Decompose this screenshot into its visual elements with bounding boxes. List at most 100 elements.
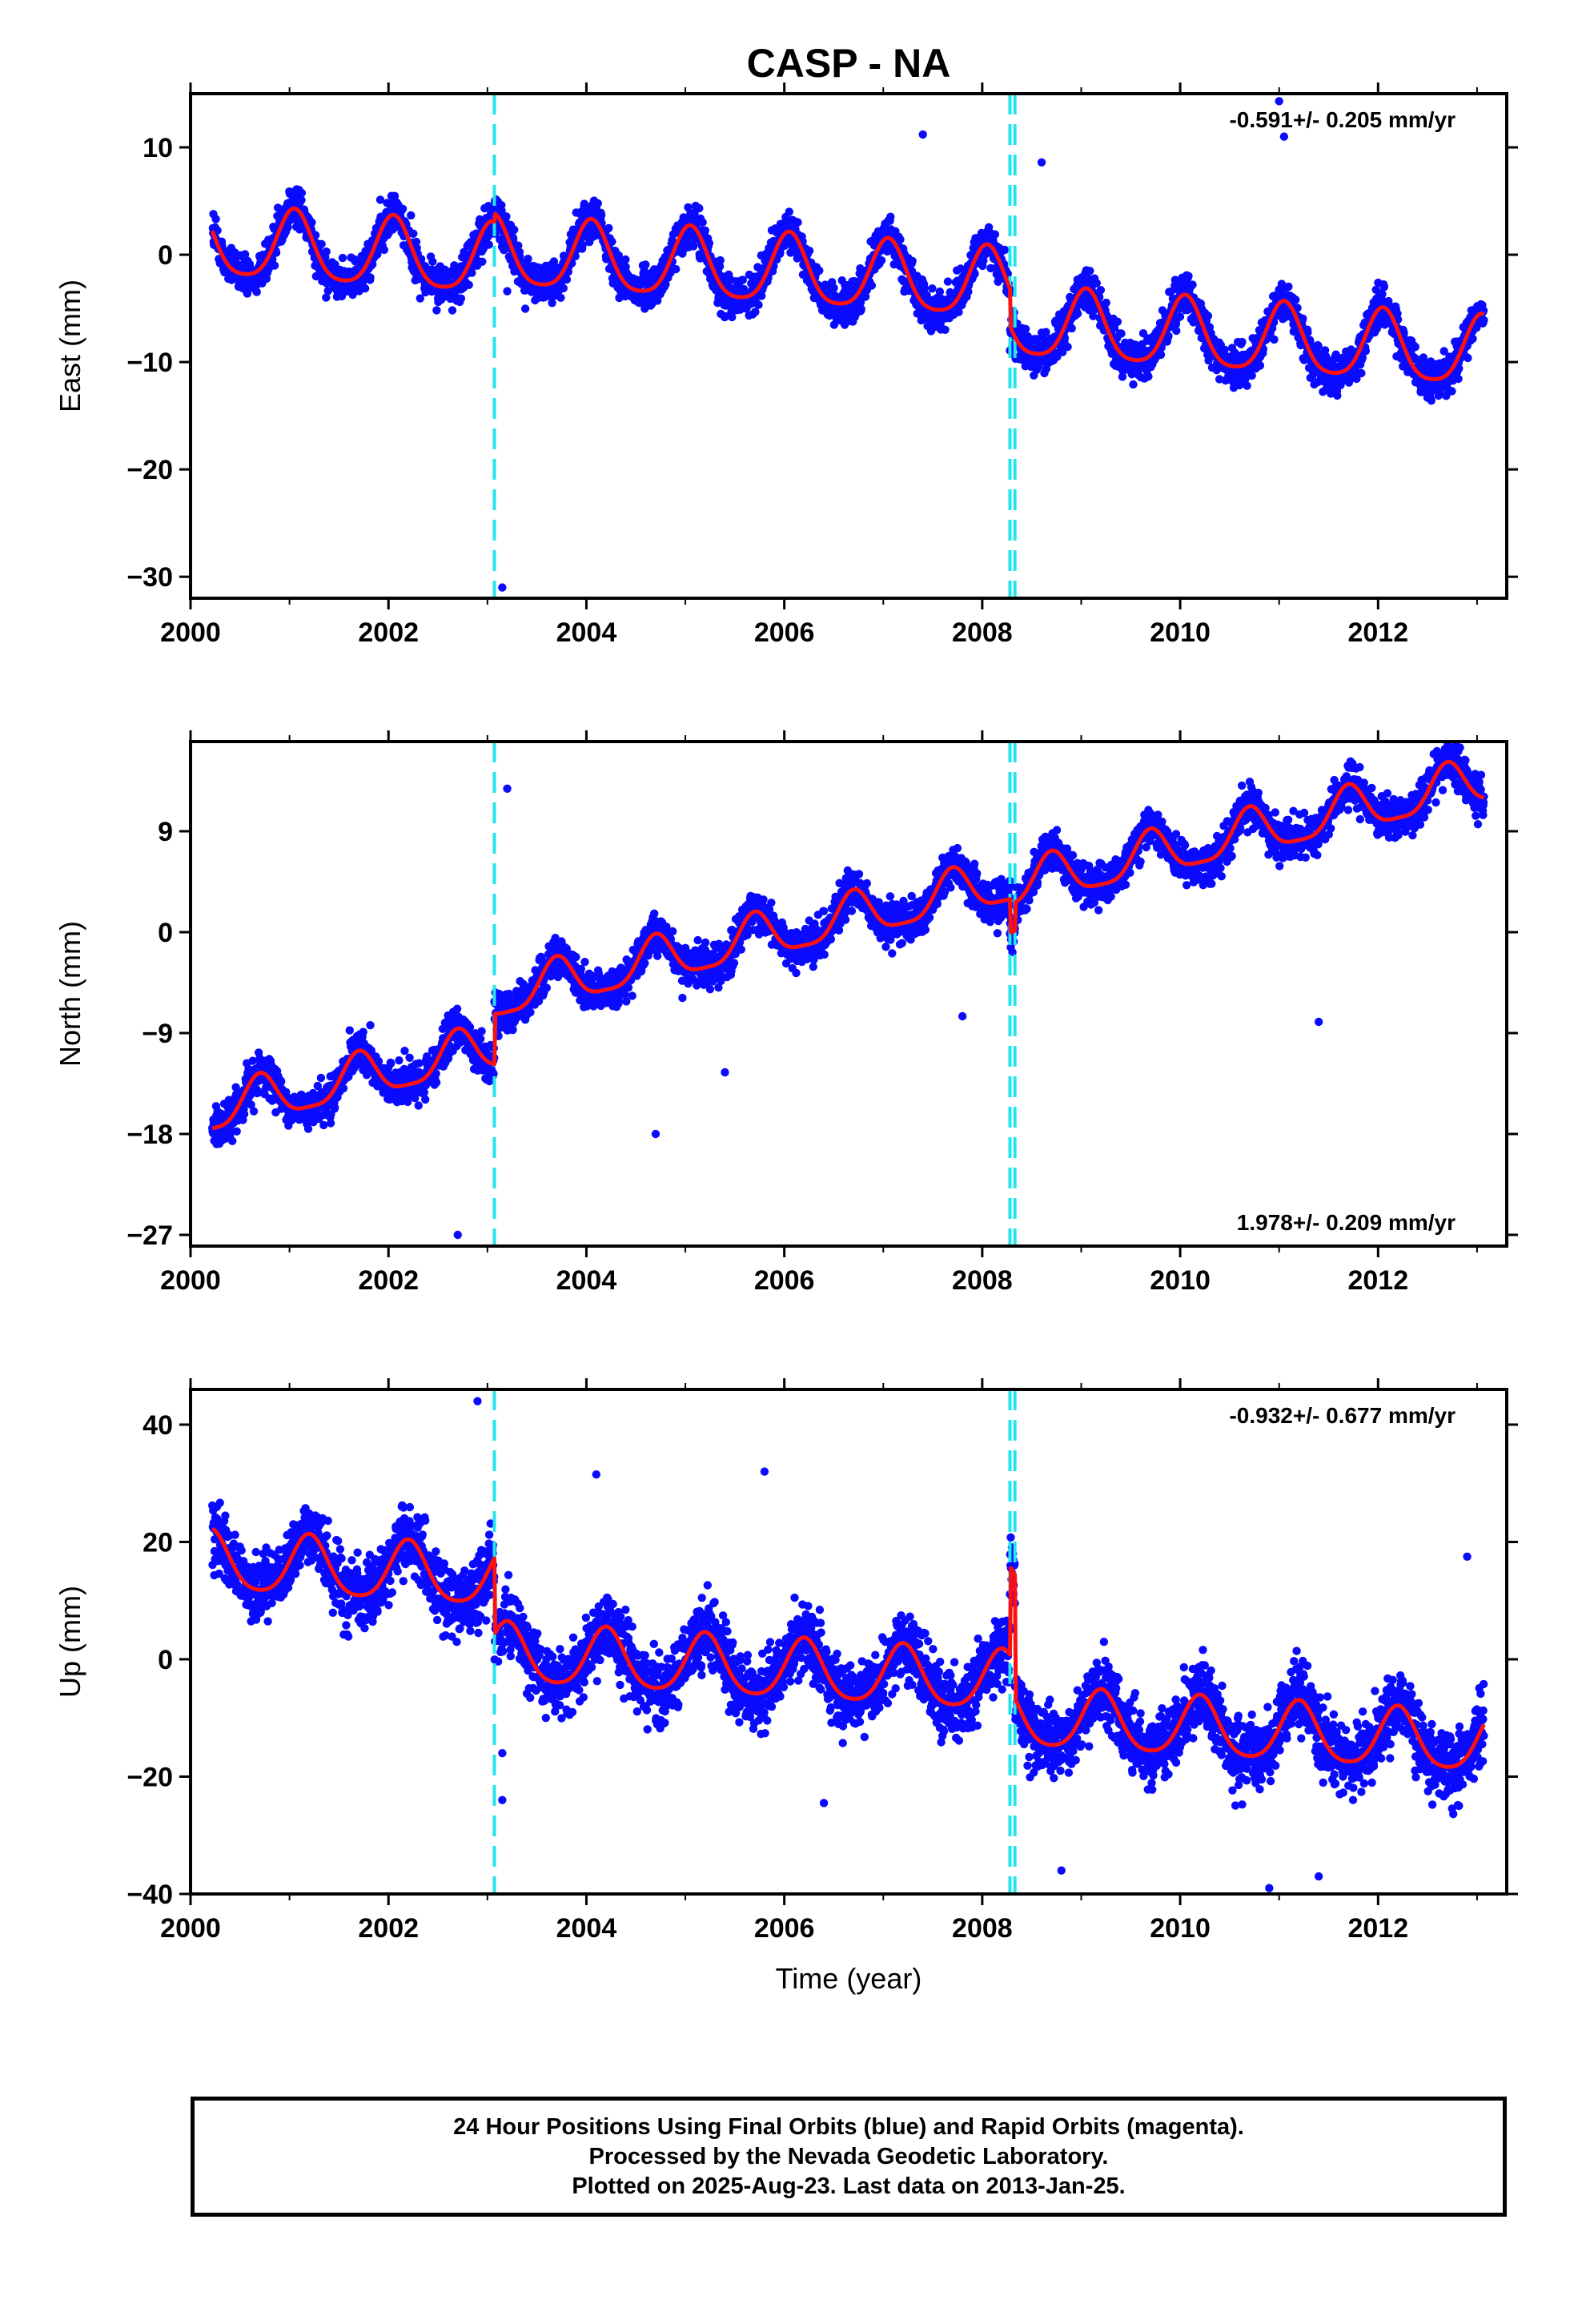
data-point (213, 226, 222, 235)
data-point (252, 287, 261, 296)
data-point (428, 257, 437, 266)
data-point (728, 312, 737, 322)
data-point (297, 195, 306, 205)
data-point (322, 293, 331, 302)
data-point (1480, 316, 1488, 324)
data-point-outlier (1279, 132, 1289, 141)
data-point (578, 240, 587, 250)
data-point (1203, 312, 1213, 320)
data-point (375, 195, 385, 204)
data-point (1021, 324, 1030, 333)
data-point (1092, 279, 1102, 287)
y-tick-label: 0 (158, 240, 173, 271)
data-point (322, 247, 331, 256)
data-point (776, 247, 785, 256)
data-point (502, 212, 511, 221)
data-point (1000, 245, 1010, 255)
data-point (556, 293, 565, 302)
data-point (307, 218, 316, 227)
data-point (559, 283, 568, 293)
data-point (597, 211, 606, 219)
data-point (468, 268, 476, 277)
data-point (249, 1107, 259, 1116)
data-point (368, 259, 377, 269)
data-point (478, 257, 487, 266)
data-point (805, 247, 814, 255)
data-point (432, 306, 441, 315)
data-point (1175, 312, 1185, 321)
panel-east: 2000 2002 2004 2006 2008 2010 2012100−10−20−30… (54, 82, 1518, 648)
data-point (1427, 396, 1436, 405)
x-tick-label: 2012 (1347, 617, 1408, 648)
data-point-outlier (1037, 158, 1046, 167)
x-tick-label: 2004 (556, 617, 617, 648)
plot-area-east (208, 94, 1488, 598)
data-point (990, 230, 1000, 239)
data-point (1247, 371, 1256, 380)
data-point (339, 1084, 348, 1093)
data-point (757, 292, 766, 300)
data-point (211, 215, 220, 223)
data-point (1129, 380, 1138, 389)
y-tick-label: −30 (126, 562, 173, 593)
x-tick-label: 2006 (754, 617, 815, 648)
data-point (641, 260, 650, 269)
data-point (1454, 374, 1463, 384)
daily-positions-north (208, 742, 1488, 1240)
data-point (412, 237, 421, 247)
data-point (456, 294, 466, 303)
data-point (815, 266, 824, 275)
data-point (943, 277, 953, 286)
data-point (497, 206, 506, 215)
data-point (270, 261, 279, 270)
data-point (326, 1119, 335, 1128)
data-point-outlier (918, 130, 927, 139)
data-point (398, 204, 408, 213)
data-point-outlier (1275, 97, 1283, 106)
y-axis-title: East (mm) (54, 279, 86, 412)
data-point (1270, 335, 1279, 344)
data-point-outlier (503, 287, 512, 296)
data-point (1357, 368, 1366, 378)
data-point (277, 1077, 286, 1086)
data-point (571, 251, 580, 261)
data-point (701, 226, 709, 235)
data-point (672, 264, 681, 274)
data-point (593, 199, 602, 208)
data-point (886, 212, 895, 221)
daily-positions-east (208, 97, 1488, 592)
data-point (484, 240, 493, 249)
data-point (1102, 298, 1110, 308)
data-point (1379, 283, 1389, 292)
data-point (1184, 271, 1193, 280)
data-point (510, 225, 519, 235)
data-point (379, 245, 388, 255)
data-point (1113, 317, 1122, 326)
data-point (562, 275, 572, 284)
data-point (316, 1073, 326, 1083)
data-point (1188, 280, 1197, 289)
data-point (867, 281, 877, 290)
data-point (232, 1127, 241, 1136)
x-tick-label: 2002 (358, 617, 419, 648)
data-point (715, 262, 725, 271)
data-point (1447, 387, 1456, 396)
data-point (738, 275, 747, 284)
plot-area-north (208, 742, 1488, 1246)
data-point (390, 191, 400, 200)
data-point (1096, 286, 1106, 295)
data-point (614, 251, 623, 260)
data-point (1063, 343, 1072, 352)
data-point (1361, 347, 1371, 356)
data-point (608, 237, 616, 246)
data-point (716, 255, 725, 265)
data-point (409, 229, 418, 238)
panel-north: 2000 2002 2004 2006 2008 2010 201290−9−18−27No… (54, 730, 1518, 1296)
data-point (689, 242, 698, 251)
data-point (1255, 361, 1265, 370)
data-point (935, 287, 945, 296)
data-point (1238, 337, 1247, 347)
data-point (464, 280, 473, 289)
data-point (524, 255, 532, 263)
